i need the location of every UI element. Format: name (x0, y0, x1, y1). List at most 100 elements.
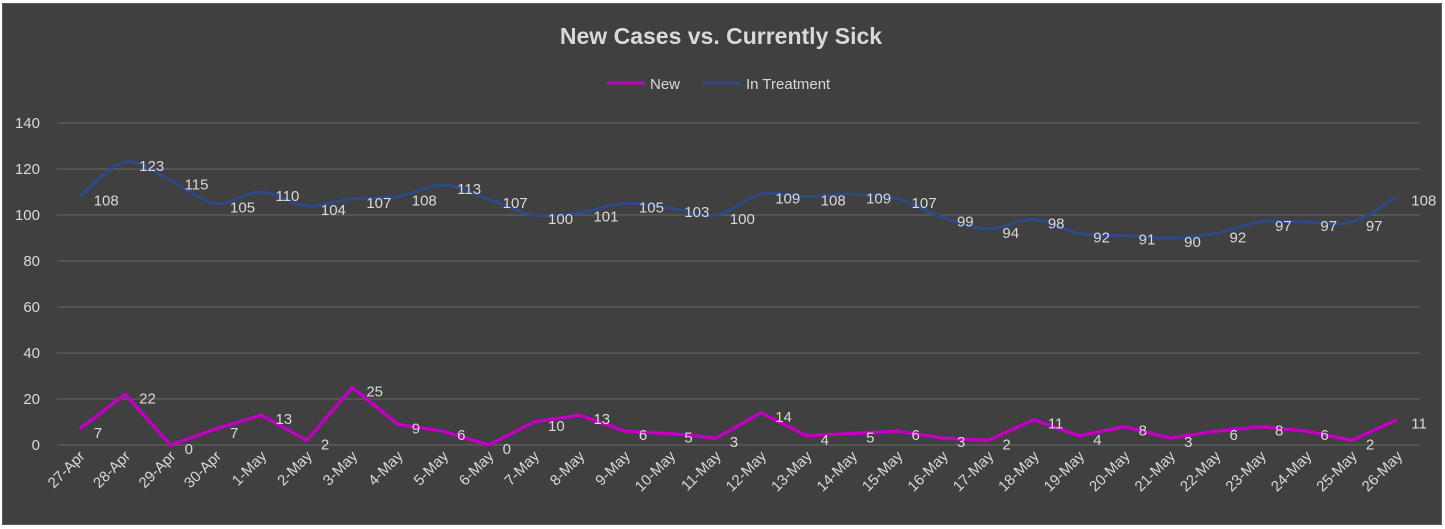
legend-label-in-treatment: In Treatment (746, 76, 831, 93)
data-label-in-treatment: 108 (412, 193, 437, 210)
y-tick-label: 100 (15, 207, 40, 224)
data-label-new: 2 (321, 436, 329, 453)
data-label-in-treatment: 108 (1411, 193, 1436, 210)
data-label-in-treatment: 100 (730, 211, 755, 228)
data-label-new: 22 (139, 390, 156, 407)
data-label-in-treatment: 100 (548, 211, 573, 228)
legend: New In Treatment (607, 76, 831, 93)
data-label-in-treatment: 105 (639, 200, 664, 217)
y-tick-label: 20 (23, 391, 40, 408)
data-label-new: 7 (230, 425, 238, 442)
x-tick-label: 16-May (904, 447, 952, 495)
data-label-in-treatment: 107 (503, 195, 528, 212)
data-label-in-treatment: 92 (1230, 229, 1247, 246)
series-line-new (78, 385, 1399, 447)
data-label-in-treatment: 91 (1139, 232, 1156, 249)
data-label-new: 8 (1275, 423, 1283, 440)
x-tick-label: 19-May (1041, 447, 1089, 495)
x-tick-label: 29-Apr (136, 448, 180, 492)
data-label-in-treatment: 92 (1093, 229, 1110, 246)
x-tick-label: 22-May (1177, 447, 1225, 495)
x-tick-label: 14-May (814, 447, 862, 495)
data-label-in-treatment: 115 (185, 177, 209, 194)
data-label-new: 3 (730, 434, 738, 451)
chart-area (2, 3, 1442, 525)
x-tick-label: 2-May (274, 447, 316, 489)
data-label-in-treatment: 110 (275, 188, 299, 205)
data-label-new: 13 (275, 411, 292, 428)
data-label-new: 4 (1093, 432, 1101, 449)
data-label-new: 10 (548, 418, 565, 435)
data-label-new: 9 (412, 420, 420, 437)
data-label-in-treatment: 113 (457, 181, 481, 198)
x-tick-label: 13-May (768, 447, 816, 495)
data-label-new: 7 (94, 425, 102, 442)
data-label-new: 0 (185, 441, 193, 458)
series-line-in-treatment (78, 160, 1399, 240)
x-tick-label: 12-May (723, 447, 771, 495)
data-label-in-treatment: 108 (94, 193, 119, 210)
x-tick-label: 6-May (456, 447, 498, 489)
data-label-new: 13 (593, 411, 610, 428)
series-lines (78, 160, 1399, 447)
data-label-new: 4 (821, 432, 829, 449)
x-tick-label: 11-May (678, 447, 725, 494)
x-tick-label: 18-May (995, 447, 1043, 495)
data-labels: 7 22 0 7 13 2 25 9 6 0 10 13 6 5 3 14 4 5 6 3 2 11 4 8 3 6 8 6 2 11 10… (94, 158, 1437, 458)
data-label-in-treatment: 103 (684, 204, 709, 221)
data-label-new: 2 (1002, 436, 1010, 453)
data-label-in-treatment: 108 (821, 193, 846, 210)
data-label-in-treatment: 97 (1320, 218, 1337, 235)
legend-label-new: New (650, 76, 680, 93)
data-label-in-treatment: 97 (1366, 218, 1383, 235)
data-label-new: 5 (684, 430, 692, 447)
x-tick-label: 17-May (950, 447, 998, 495)
x-tick-label: 26-May (1359, 447, 1407, 495)
data-label-new: 14 (775, 409, 792, 426)
x-tick-label: 15-May (859, 447, 907, 495)
data-label-in-treatment: 104 (321, 202, 346, 219)
data-label-new: 6 (457, 427, 465, 444)
y-axis: 0 20 40 60 80 100 120 140 (15, 115, 40, 454)
x-tick-label: 10-May (632, 447, 680, 495)
x-tick-label: 20-May (1086, 447, 1134, 495)
data-label-new: 3 (957, 434, 965, 451)
y-tick-label: 40 (23, 345, 40, 362)
data-label-new: 8 (1139, 423, 1147, 440)
data-label-in-treatment: 97 (1275, 218, 1292, 235)
x-tick-label: 1-May (229, 447, 271, 489)
data-label-new: 6 (1320, 427, 1328, 444)
chart-title: New Cases vs. Currently Sick (560, 23, 882, 49)
y-tick-label: 80 (23, 253, 40, 270)
x-tick-label: 5-May (411, 447, 453, 489)
x-axis: 27-Apr 28-Apr 29-Apr 30-Apr 1-May 2-May 3-May 4… (45, 447, 1407, 495)
y-tick-label: 120 (15, 161, 40, 178)
x-tick-label: 25-May (1313, 447, 1361, 495)
data-label-in-treatment: 94 (1002, 225, 1019, 242)
data-label-in-treatment: 123 (139, 158, 164, 175)
x-tick-label: 24-May (1268, 447, 1316, 495)
data-label-new: 11 (1048, 416, 1064, 433)
x-tick-label: 4-May (365, 447, 407, 489)
x-tick-label: 27-Apr (45, 448, 89, 492)
data-label-in-treatment: 107 (912, 195, 937, 212)
gridlines (57, 122, 1420, 446)
data-label-in-treatment: 98 (1048, 216, 1065, 233)
data-label-new: 25 (366, 384, 383, 401)
data-label-in-treatment: 109 (775, 190, 800, 207)
data-label-new: 3 (1184, 434, 1192, 451)
data-label-new: 6 (639, 427, 647, 444)
data-label-in-treatment: 107 (366, 195, 391, 212)
x-tick-label: 21-May (1132, 447, 1180, 495)
data-label-new: 0 (503, 441, 511, 458)
data-label-new: 11 (1411, 416, 1427, 433)
data-label-in-treatment: 90 (1184, 234, 1201, 251)
x-tick-label: 8-May (547, 447, 589, 489)
x-tick-label: 3-May (320, 447, 362, 489)
y-tick-label: 60 (23, 299, 40, 316)
y-tick-label: 140 (15, 115, 40, 132)
data-label-in-treatment: 99 (957, 213, 974, 230)
data-label-new: 5 (866, 430, 874, 447)
y-tick-label: 0 (32, 437, 40, 454)
